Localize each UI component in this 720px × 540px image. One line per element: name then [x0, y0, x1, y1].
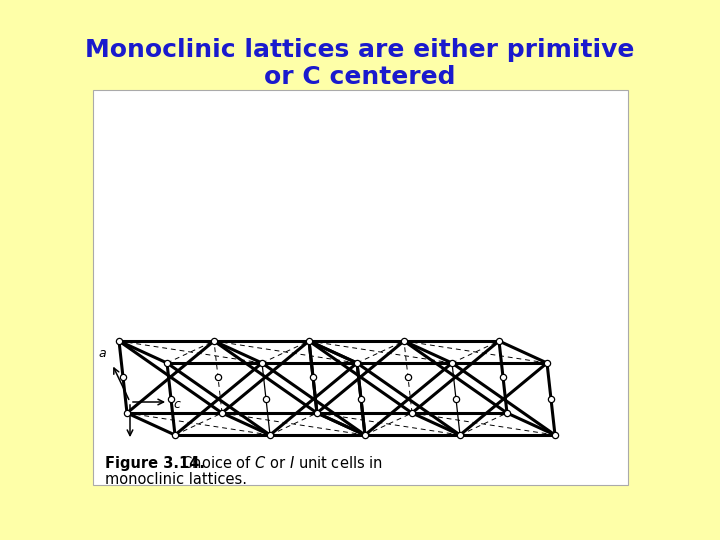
- Bar: [93, 90, 628, 485]
- Text: $c$: $c$: [173, 397, 181, 410]
- Text: Monoclinic lattices are either primitive: Monoclinic lattices are either primitive: [85, 38, 635, 62]
- Text: Choice of $C$ or $I$ unit cells in: Choice of $C$ or $I$ unit cells in: [177, 455, 382, 471]
- Text: Figure 3.14.: Figure 3.14.: [105, 456, 205, 471]
- Text: monoclinic lattices.: monoclinic lattices.: [105, 472, 247, 487]
- Text: or C centered: or C centered: [264, 65, 456, 89]
- Text: $a$: $a$: [98, 347, 107, 360]
